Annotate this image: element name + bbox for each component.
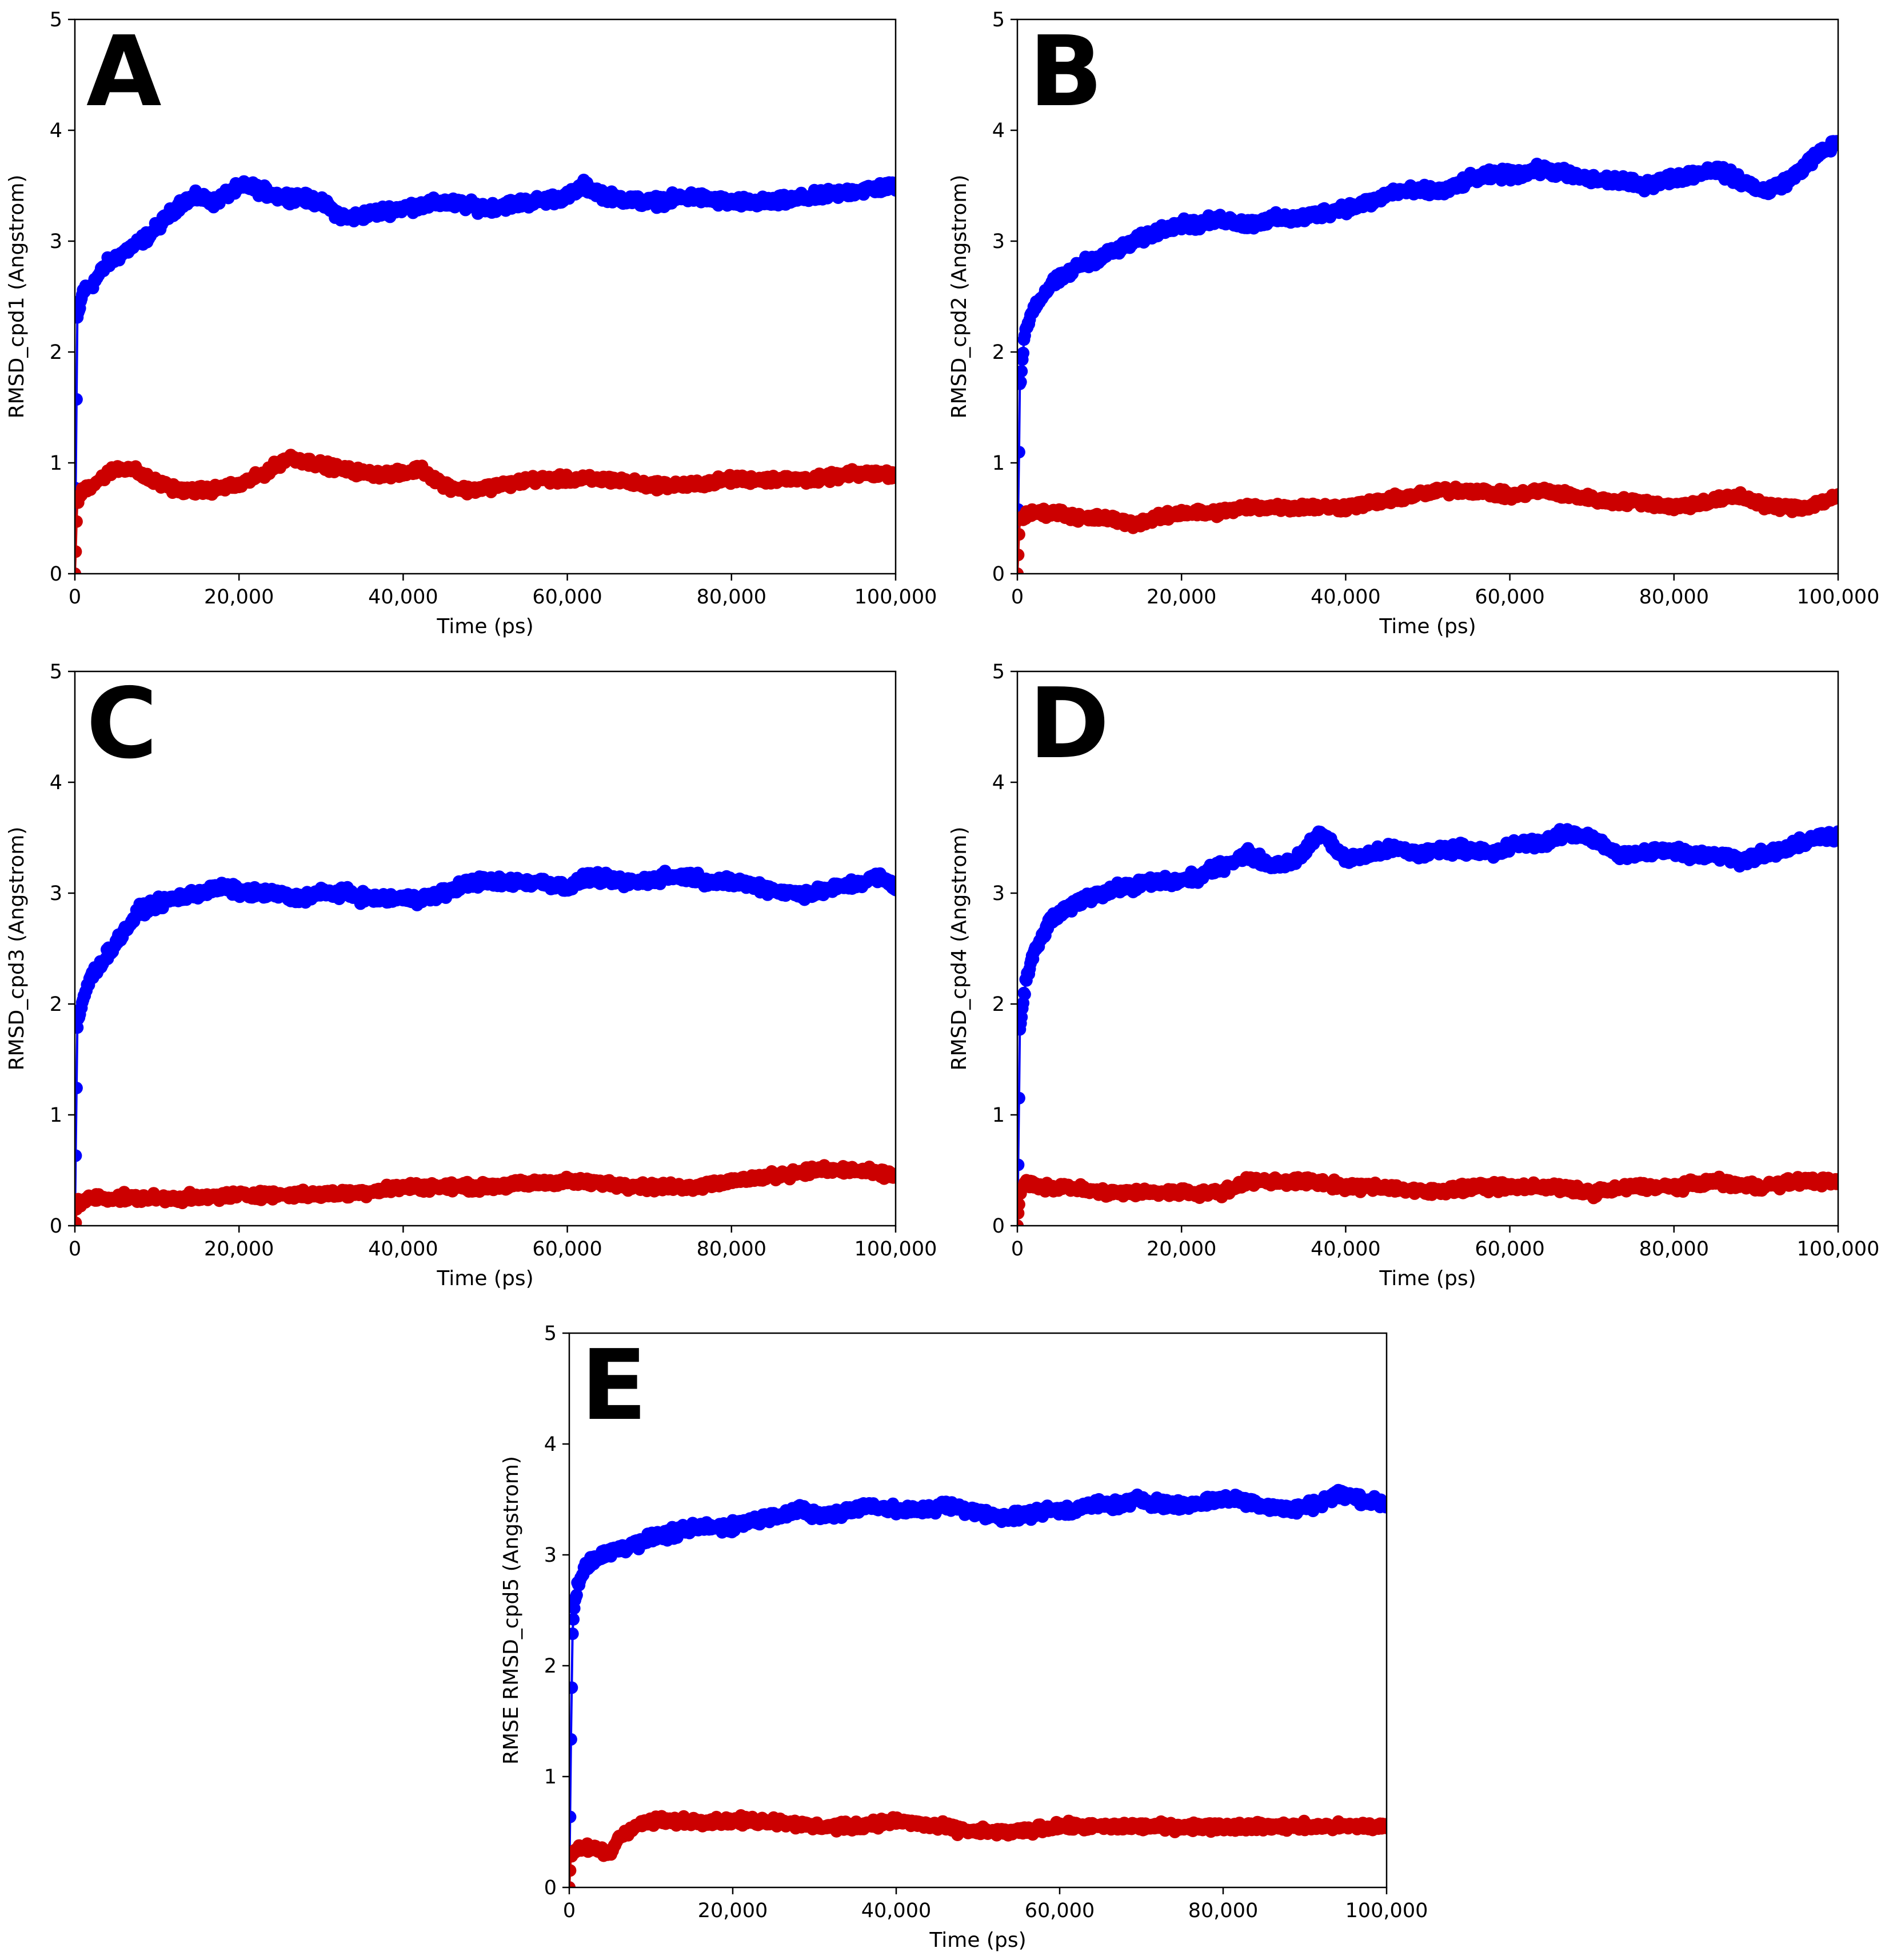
- panel-b-x-tick-label: 60,000: [1475, 586, 1544, 609]
- panel-a-y-axis-title: RMSD_cpd1 (Angstrom): [5, 175, 29, 419]
- panel-a-protein-point: [889, 184, 896, 197]
- panel-c-protein-point: [75, 1082, 83, 1094]
- panel-a-series-ligand: [75, 449, 896, 574]
- panel-b-y-axis-title: RMSD_cpd2 (Angstrom): [948, 175, 971, 419]
- panel-a-protein-point: [75, 393, 83, 406]
- panel-a-x-axis-title: Time (ps): [436, 615, 533, 638]
- panel-b-axes-frame: [1016, 18, 1839, 575]
- panel-b: 0 20,000 40,000 60,000 80,000 100,000 0 1 2 3 4 5 Ti…: [948, 9, 1879, 638]
- panel-b-ligand-point: [1017, 528, 1025, 541]
- panel-b-protein-point: [1017, 365, 1028, 378]
- panel-b-series-protein: [1017, 135, 1838, 574]
- panel-b-y-tick-label: 3: [992, 230, 1005, 253]
- panel-c-protein-point: [75, 1149, 82, 1162]
- panel-b-protein-point: [1017, 346, 1030, 359]
- panel-b-y-tick-label: 5: [992, 9, 1005, 31]
- panel-a-x-tick-label: 60,000: [532, 586, 602, 609]
- panel-b-ligand-point: [1832, 488, 1838, 501]
- panel-b-protein-point: [1832, 138, 1838, 151]
- panel-a-x-tick-label: 100,000: [854, 586, 937, 609]
- panel-a-y-tick-label: 5: [50, 9, 62, 31]
- panel-a-x-tick-label: 80,000: [697, 586, 766, 609]
- panel-c-series-protein: [75, 865, 896, 1226]
- panel-a-y-tick-label: 1: [50, 452, 62, 475]
- panel-b-y-tick-label: 0: [992, 563, 1005, 586]
- panel-a-ligand-point: [75, 545, 82, 558]
- panel-a-y-tick-label: 3: [50, 230, 62, 253]
- panel-b-x-tick-label: 100,000: [1797, 586, 1880, 609]
- panel-b-x-axis-title: Time (ps): [1379, 615, 1476, 638]
- panel-a-x-tick-label: 20,000: [204, 586, 274, 609]
- panel-b-y-tick-label: 4: [992, 119, 1005, 142]
- panel-a-y-tick-label: 0: [50, 563, 62, 586]
- panel-b-ligand-point: [1017, 549, 1025, 562]
- panel-a-x-tick-label: 40,000: [368, 586, 438, 609]
- panel-b-x-tick-label: 80,000: [1639, 586, 1709, 609]
- panel-a: 0 20,000 40,000 60,000 80,000 100,000 0 1 2 3 4 5 Ti…: [5, 9, 937, 638]
- panel-b-y-tick-label: 2: [992, 341, 1005, 364]
- panel-a-letter: A: [86, 15, 162, 129]
- panel-b-series-ligand: [1017, 481, 1838, 574]
- panel-c: 0 20,000 40,000 60,000 80,000 100,000012345Ti…: [5, 661, 937, 1290]
- panel-b-x-tick-label: 20,000: [1147, 586, 1216, 609]
- panel-a-axes-frame: [74, 18, 897, 575]
- panel-b-protein-point: [1017, 446, 1025, 459]
- panels: 0 20,000 40,000 60,000 80,000 100,000 0 1 2 3 4 5 Ti…: [5, 9, 1879, 1952]
- panel-b-x-tick-label: 40,000: [1311, 586, 1380, 609]
- panel-b-letter: B: [1029, 15, 1103, 129]
- panel-a-ligand-point: [75, 515, 83, 528]
- panel-a-ligand-point: [889, 469, 896, 482]
- panel-a-y-tick-label: 4: [50, 119, 62, 142]
- panel-b-x-tick-label: 0: [1011, 586, 1024, 609]
- panel-b-y-tick-label: 1: [992, 452, 1005, 475]
- panel-b-ligand-point: [1017, 567, 1024, 574]
- panel-a-y-tick-label: 2: [50, 341, 62, 364]
- panel-a-x-tick-label: 0: [69, 586, 81, 609]
- panel-a-series-protein: [75, 173, 896, 574]
- panel-a-ligand-point: [75, 567, 81, 574]
- panel-b-protein-point: [1017, 375, 1027, 389]
